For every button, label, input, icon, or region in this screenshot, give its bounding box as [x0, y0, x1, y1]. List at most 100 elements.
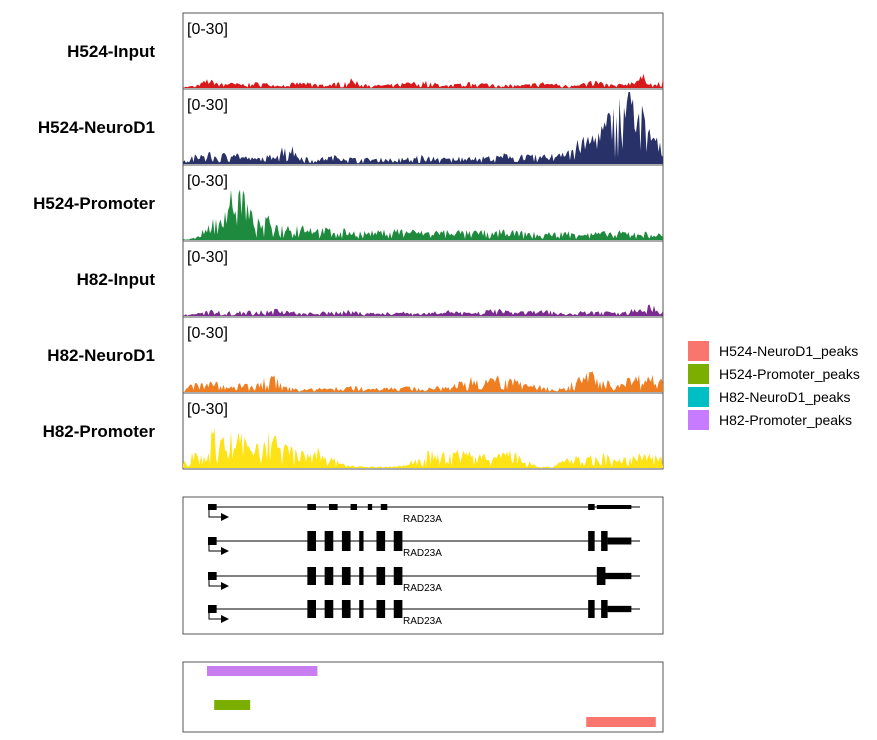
exon — [393, 567, 403, 585]
legend-item: H524-Promoter_peaks — [688, 364, 860, 384]
tss-arrow — [208, 578, 221, 587]
range-label: [0-30] — [187, 325, 228, 342]
track-label: H82-Promoter — [43, 422, 156, 441]
exon — [376, 567, 386, 585]
track-h82-neurod1: [0-30] H82-NeuroD1 — [47, 316, 664, 394]
exon — [328, 504, 338, 510]
exon — [307, 600, 316, 618]
exon — [596, 505, 632, 509]
signal-area — [183, 189, 663, 240]
exon — [359, 567, 364, 585]
exon — [324, 567, 334, 585]
exon — [208, 504, 217, 510]
legend: H524-NeuroD1_peaks H524-Promoter_peaks H82… — [688, 341, 860, 430]
gene-label: RAD23A — [403, 548, 442, 559]
track-label: H82-NeuroD1 — [47, 346, 155, 365]
exon — [588, 504, 595, 510]
exon — [359, 531, 364, 551]
track-frame — [182, 240, 664, 318]
signal-area — [183, 428, 663, 468]
exon — [324, 531, 334, 551]
legend-swatch — [688, 387, 709, 407]
track-h524-neurod1: [0-30] H524-NeuroD1 — [38, 88, 664, 166]
peak-track — [182, 661, 664, 733]
legend-label: H82-NeuroD1_peaks — [719, 389, 851, 405]
exon — [367, 504, 373, 510]
legend-swatch — [688, 410, 709, 430]
exon — [393, 531, 403, 551]
track-h82-input: [0-30] H82-Input — [77, 240, 664, 318]
range-label: [0-30] — [187, 21, 228, 38]
exon — [341, 567, 351, 585]
exon — [380, 504, 388, 510]
exon — [341, 600, 351, 618]
exon — [307, 567, 316, 585]
exon — [341, 531, 351, 551]
peak-bar — [586, 717, 656, 727]
legend-item: H82-Promoter_peaks — [688, 410, 852, 430]
exon — [307, 504, 316, 510]
gene-track-frame — [182, 496, 664, 635]
exon — [208, 572, 217, 580]
tss-arrowhead — [221, 547, 229, 555]
legend-label: H82-Promoter_peaks — [719, 412, 852, 428]
track-frame — [182, 164, 664, 242]
tss-arrowhead — [221, 513, 229, 521]
legend-label: H524-NeuroD1_peaks — [719, 343, 858, 359]
transcript: RAD23A — [208, 531, 640, 559]
exon — [588, 600, 595, 618]
legend-item: H524-NeuroD1_peaks — [688, 341, 858, 361]
signal-area — [183, 304, 663, 316]
track-h524-input: [0-30] H524-Input — [67, 12, 664, 90]
tss-arrow — [208, 543, 221, 552]
exon — [324, 600, 334, 618]
legend-swatch — [688, 341, 709, 361]
signal-area — [183, 73, 663, 88]
peak-bar — [214, 700, 251, 710]
gene-label: RAD23A — [403, 616, 442, 627]
range-label: [0-30] — [187, 249, 228, 266]
exon — [605, 572, 632, 580]
track-h82-promoter: [0-30] H82-Promoter — [43, 392, 664, 470]
exon — [208, 605, 217, 613]
track-frame — [182, 12, 664, 90]
exon — [307, 531, 316, 551]
track-label: H524-NeuroD1 — [38, 118, 155, 137]
gene-track: RAD23A RAD23A RAD23A RAD23A — [182, 496, 664, 635]
range-label: [0-30] — [187, 173, 228, 190]
tss-arrow — [208, 509, 221, 518]
exon — [601, 600, 608, 618]
exon — [359, 600, 364, 618]
signal-tracks: [0-30]H524-Input[0-30]H524-NeuroD1[0-30]… — [33, 12, 664, 470]
transcript: RAD23A — [208, 600, 640, 627]
tss-arrowhead — [221, 582, 229, 590]
legend-item: H82-NeuroD1_peaks — [688, 387, 851, 407]
signal-area — [183, 92, 663, 164]
exon — [601, 531, 608, 551]
gene-label: RAD23A — [403, 514, 442, 525]
track-label: H82-Input — [77, 270, 156, 289]
legend-label: H524-Promoter_peaks — [719, 366, 860, 382]
exon — [350, 504, 358, 510]
exon — [376, 600, 386, 618]
tss-arrow — [208, 611, 221, 620]
signal-area — [183, 371, 663, 392]
range-label: [0-30] — [187, 401, 228, 418]
tss-arrowhead — [221, 615, 229, 623]
exon — [596, 567, 606, 585]
exon — [607, 537, 632, 545]
exon — [376, 531, 386, 551]
transcript: RAD23A — [208, 567, 640, 594]
track-label: H524-Promoter — [33, 194, 155, 213]
transcript: RAD23A — [208, 504, 640, 525]
track-label: H524-Input — [67, 42, 155, 61]
exon — [588, 531, 595, 551]
exon — [393, 600, 403, 618]
track-h524-promoter: [0-30] H524-Promoter — [33, 164, 664, 242]
exon — [208, 537, 217, 545]
gene-label: RAD23A — [403, 583, 442, 594]
exon — [607, 605, 632, 613]
legend-swatch — [688, 364, 709, 384]
range-label: [0-30] — [187, 97, 228, 114]
